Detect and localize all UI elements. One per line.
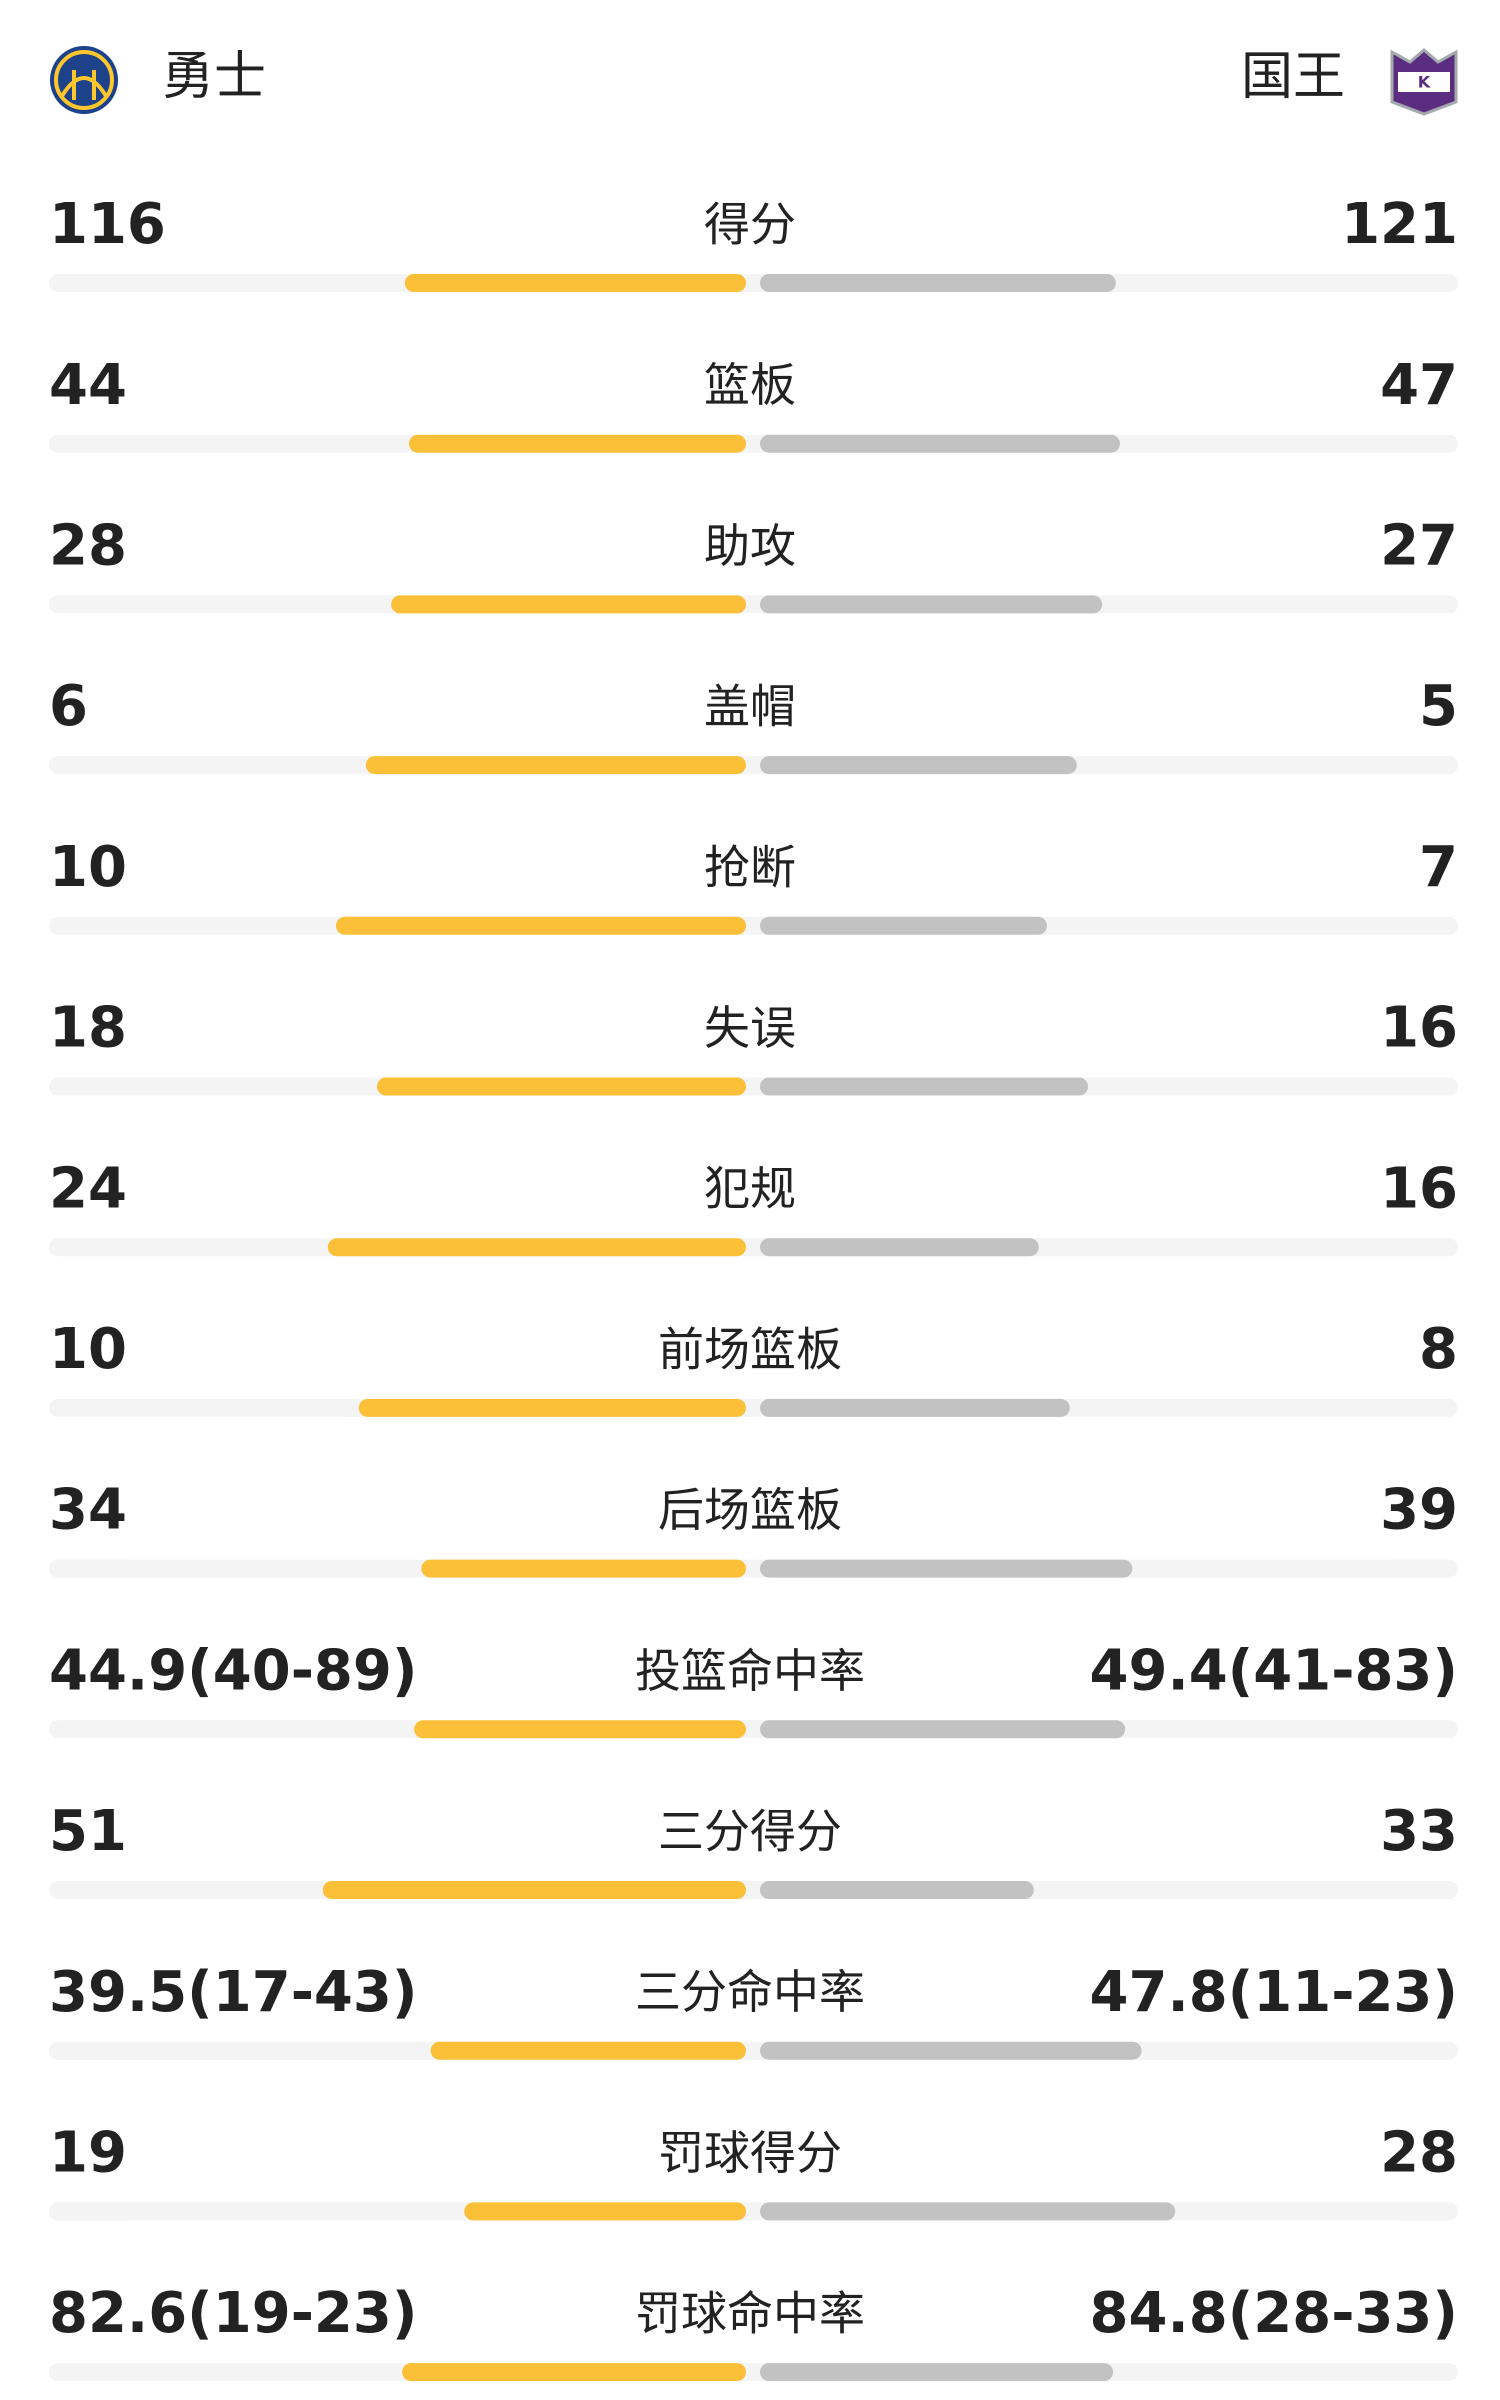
home-bar: [377, 1077, 746, 1096]
home-bar: [404, 274, 746, 292]
away-value: 16: [1380, 1156, 1458, 1221]
stat-label: 三分得分: [658, 1805, 842, 1859]
away-value: 47: [1380, 353, 1458, 418]
home-value: 34: [49, 1478, 127, 1543]
bar-track: [49, 1398, 1458, 1417]
stat-label: 前场篮板: [658, 1322, 842, 1376]
home-logo: [50, 46, 118, 114]
away-bar: [760, 756, 1077, 775]
home-bar: [358, 1398, 746, 1417]
home-bar: [408, 434, 746, 453]
bar-track: [49, 1559, 1458, 1578]
away-team-name: 国王: [1241, 47, 1345, 107]
home-value: 44.9(40-89): [49, 1638, 417, 1703]
away-bar: [760, 2363, 1114, 2382]
away-value: 7: [1419, 835, 1458, 900]
bar-track: [49, 2041, 1458, 2060]
bar-track: [49, 595, 1458, 614]
bar-track: [49, 1720, 1458, 1739]
away-bar: [760, 1238, 1039, 1257]
bar-track: [49, 274, 1458, 292]
home-value: 6: [49, 674, 88, 739]
home-bar: [414, 1720, 746, 1739]
away-bar: [760, 1077, 1088, 1096]
home-bar: [391, 595, 746, 614]
bar-track: [49, 1881, 1458, 1899]
home-value: 116: [49, 192, 166, 257]
away-value: 27: [1380, 514, 1458, 579]
home-bar: [322, 1881, 746, 1899]
away-value: 47.8(11-23): [1090, 1960, 1458, 2025]
stat-label: 抢断: [704, 840, 796, 894]
stat-label: 三分命中率: [635, 1965, 865, 2019]
home-value: 44: [49, 353, 127, 418]
stat-label: 犯规: [704, 1162, 796, 1216]
home-value: 51: [49, 1799, 127, 1864]
away-bar: [760, 595, 1103, 614]
home-bar: [327, 1238, 746, 1257]
stat-label: 罚球命中率: [635, 2287, 865, 2341]
stat-label: 投篮命中率: [635, 1644, 865, 1698]
bar-track: [49, 434, 1458, 453]
home-bar: [421, 1559, 746, 1578]
home-bar: [464, 2202, 746, 2221]
stat-label: 罚球得分: [658, 2126, 842, 2180]
away-value: 28: [1380, 2121, 1458, 2186]
home-value: 18: [49, 996, 127, 1061]
svg-text:K: K: [1418, 73, 1431, 92]
away-value: 84.8(28-33): [1090, 2281, 1458, 2346]
away-logo: K: [1390, 48, 1458, 116]
away-bar: [760, 274, 1116, 292]
bar-track: [49, 1238, 1458, 1257]
stat-label: 盖帽: [704, 680, 796, 734]
home-value: 10: [49, 835, 127, 900]
home-value: 28: [49, 514, 127, 579]
away-bar: [760, 434, 1120, 453]
away-value: 121: [1341, 192, 1458, 257]
away-value: 39: [1380, 1478, 1458, 1543]
bar-track: [49, 2363, 1458, 2382]
stat-label: 得分: [704, 198, 796, 252]
home-team-name: 勇士: [162, 47, 266, 107]
bar-track: [49, 1077, 1458, 1096]
bar-track: [49, 756, 1458, 775]
away-bar: [760, 1398, 1070, 1417]
away-bar: [760, 916, 1047, 935]
stat-label: 后场篮板: [658, 1483, 842, 1537]
home-value: 24: [49, 1156, 127, 1221]
away-bar: [760, 2202, 1176, 2221]
home-bar: [402, 2363, 746, 2382]
stat-label: 助攻: [704, 519, 796, 573]
away-value: 33: [1380, 1799, 1458, 1864]
bar-track: [49, 2202, 1458, 2221]
away-value: 49.4(41-83): [1090, 1638, 1458, 1703]
away-value: 5: [1419, 674, 1458, 739]
bar-track: [49, 916, 1458, 935]
home-value: 10: [49, 1317, 127, 1382]
home-value: 82.6(19-23): [49, 2281, 417, 2346]
home-bar: [430, 2041, 746, 2060]
away-bar: [760, 2041, 1142, 2060]
away-bar: [760, 1881, 1034, 1899]
home-bar: [365, 756, 746, 775]
away-bar: [760, 1720, 1126, 1739]
home-value: 39.5(17-43): [49, 1960, 417, 2025]
away-value: 8: [1419, 1317, 1458, 1382]
stat-label: 失误: [704, 1001, 796, 1055]
away-bar: [760, 1559, 1133, 1578]
home-bar: [336, 916, 746, 935]
stat-label: 篮板: [704, 358, 796, 412]
home-value: 19: [49, 2121, 127, 2186]
away-value: 16: [1380, 996, 1458, 1061]
